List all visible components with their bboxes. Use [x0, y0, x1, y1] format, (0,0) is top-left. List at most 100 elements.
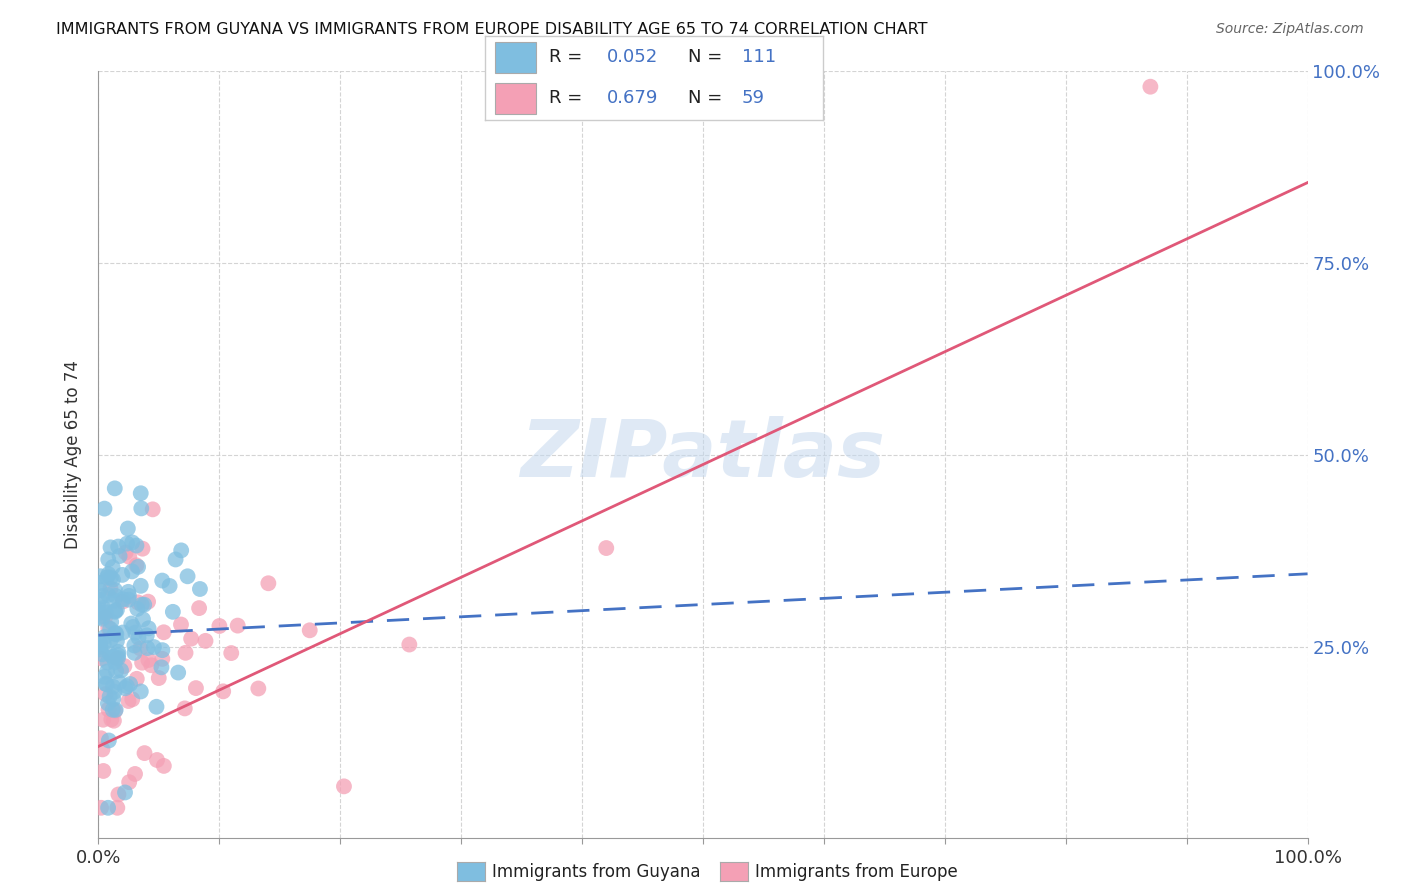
- Text: R =: R =: [550, 89, 588, 107]
- Text: 59: 59: [741, 89, 765, 107]
- Point: [117, 522, 139, 536]
- Point: [104, 583, 127, 598]
- Point: [129, 501, 152, 516]
- Point: [97, 552, 120, 566]
- Point: [131, 598, 153, 612]
- Point: [103, 626, 125, 640]
- Point: [398, 638, 420, 652]
- Point: [103, 685, 125, 699]
- Point: [212, 684, 235, 698]
- Point: [104, 589, 127, 603]
- Point: [117, 585, 139, 599]
- Point: [91, 612, 114, 626]
- Point: [174, 646, 197, 660]
- Point: [118, 592, 141, 607]
- Point: [180, 632, 202, 646]
- Point: [101, 650, 124, 665]
- Point: [120, 616, 142, 631]
- Point: [111, 625, 134, 640]
- Point: [104, 481, 127, 495]
- Text: Immigrants from Europe: Immigrants from Europe: [755, 863, 957, 881]
- Point: [91, 589, 114, 603]
- Point: [107, 540, 129, 554]
- Point: [1139, 79, 1161, 94]
- Point: [103, 692, 125, 706]
- Point: [146, 753, 169, 767]
- Point: [131, 541, 153, 556]
- Text: N =: N =: [688, 48, 727, 66]
- Point: [107, 648, 129, 663]
- Point: [118, 775, 141, 789]
- Point: [129, 684, 152, 698]
- Point: [89, 569, 111, 583]
- Point: [93, 670, 115, 684]
- Text: 0.052: 0.052: [606, 48, 658, 66]
- Point: [122, 620, 145, 634]
- Point: [298, 624, 321, 638]
- Point: [94, 630, 117, 644]
- Point: [89, 592, 111, 607]
- Point: [104, 703, 127, 717]
- Point: [136, 641, 159, 656]
- Point: [97, 567, 120, 582]
- Point: [97, 697, 120, 711]
- Point: [141, 658, 163, 673]
- Point: [118, 549, 141, 564]
- Point: [96, 570, 118, 584]
- Point: [104, 604, 127, 618]
- Point: [150, 643, 173, 657]
- Point: [101, 573, 124, 587]
- Point: [91, 603, 114, 617]
- Point: [134, 598, 156, 612]
- Point: [121, 565, 143, 579]
- Point: [103, 714, 125, 728]
- Point: [108, 675, 131, 690]
- Point: [118, 589, 141, 603]
- Point: [101, 680, 124, 694]
- Point: [135, 628, 157, 642]
- Point: [170, 617, 193, 632]
- Point: [129, 486, 152, 500]
- Point: [124, 646, 146, 660]
- Point: [112, 659, 135, 673]
- Point: [167, 665, 190, 680]
- Point: [176, 569, 198, 583]
- Point: [111, 592, 134, 607]
- Point: [188, 582, 211, 596]
- Point: [108, 549, 131, 563]
- Point: [105, 603, 128, 617]
- Point: [94, 606, 117, 620]
- Point: [150, 652, 173, 666]
- Point: [145, 699, 167, 714]
- Point: [170, 543, 193, 558]
- Point: [97, 733, 120, 747]
- Point: [105, 664, 128, 678]
- Point: [127, 631, 149, 645]
- Point: [226, 618, 249, 632]
- Point: [105, 801, 128, 815]
- Point: [131, 656, 153, 670]
- Point: [89, 610, 111, 624]
- Text: Immigrants from Guyana: Immigrants from Guyana: [492, 863, 700, 881]
- Point: [91, 742, 114, 756]
- Point: [111, 594, 134, 608]
- Point: [120, 677, 142, 691]
- Point: [107, 788, 129, 802]
- Point: [91, 713, 114, 727]
- Point: [132, 612, 155, 626]
- Point: [94, 610, 117, 624]
- Point: [129, 579, 152, 593]
- Point: [91, 647, 114, 661]
- Point: [138, 653, 160, 667]
- Point: [90, 651, 112, 665]
- FancyBboxPatch shape: [495, 43, 536, 73]
- Point: [333, 780, 356, 794]
- FancyBboxPatch shape: [495, 83, 536, 113]
- Point: [153, 759, 176, 773]
- Point: [219, 646, 242, 660]
- Point: [150, 660, 173, 674]
- Point: [91, 601, 114, 615]
- Point: [103, 593, 125, 607]
- Point: [90, 801, 112, 815]
- Point: [184, 681, 207, 695]
